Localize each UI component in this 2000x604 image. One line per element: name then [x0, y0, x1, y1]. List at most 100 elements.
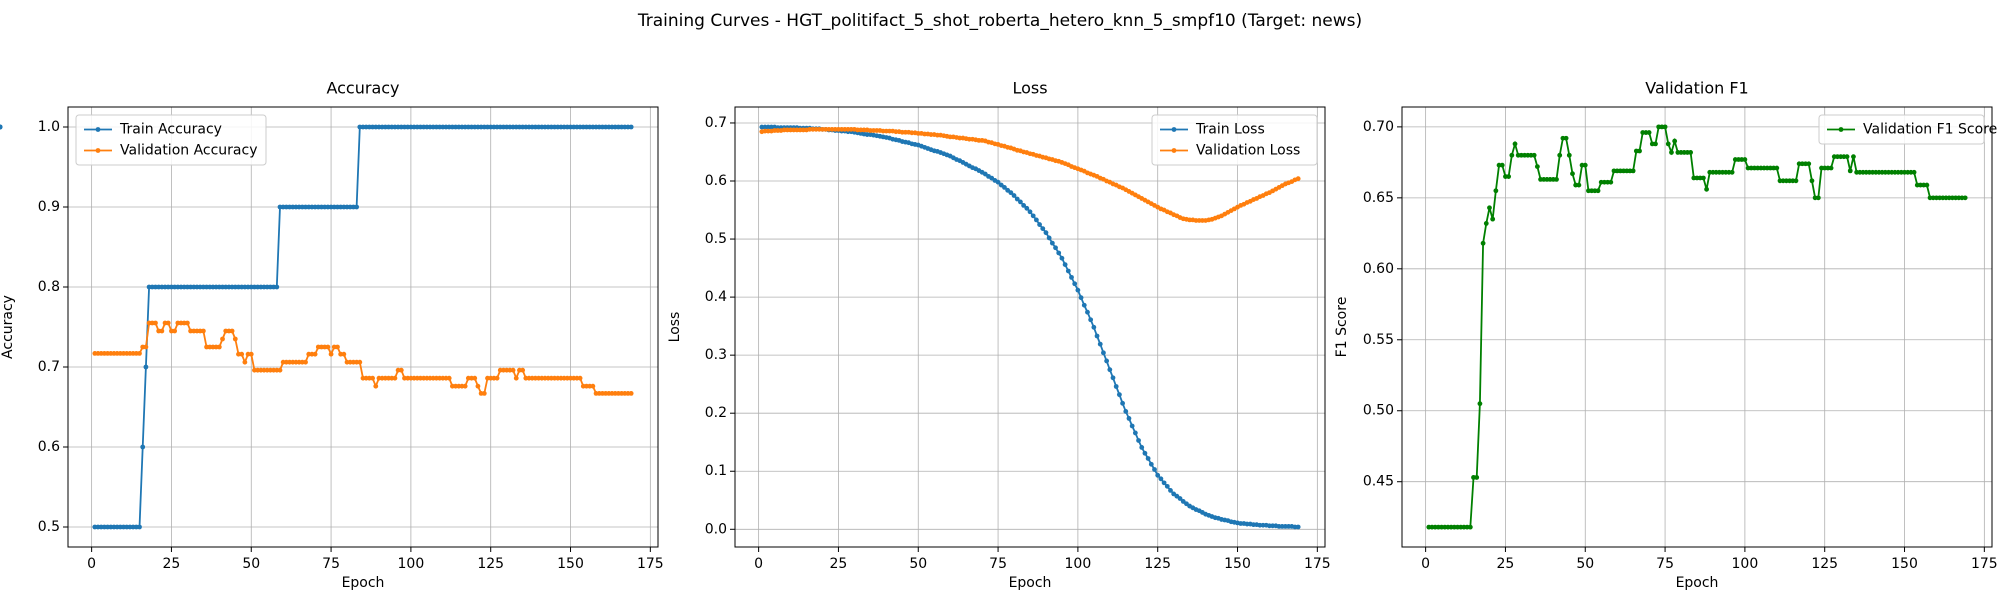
data-point: [165, 320, 171, 326]
legend-label: Train Loss: [1195, 122, 1265, 138]
data-point: [1630, 168, 1636, 174]
axes-title: Validation F1: [1645, 79, 1748, 98]
data-point: [1704, 186, 1709, 192]
x-tick-label: 125: [1811, 556, 1838, 572]
data-point: [475, 383, 481, 389]
x-tick-label: 100: [1065, 556, 1092, 572]
y-tick-label: 0.65: [1363, 190, 1394, 206]
x-tick-label: 175: [1971, 556, 1998, 572]
data-point: [1101, 350, 1106, 356]
data-point: [1672, 138, 1678, 144]
data-point: [1014, 196, 1020, 202]
data-point: [357, 359, 363, 365]
data-point: [1053, 245, 1058, 251]
data-point: [1110, 375, 1116, 381]
data-point: [1021, 202, 1027, 208]
legend-marker: [1838, 127, 1844, 132]
data-point: [1085, 309, 1090, 315]
data-point: [1139, 445, 1145, 450]
y-tick-label: 0.3: [705, 347, 727, 363]
y-tick-label: 0.7: [38, 359, 60, 375]
series-line: [94, 322, 632, 395]
data-point: [1155, 472, 1161, 478]
data-point: [1120, 400, 1125, 406]
data-point: [1145, 456, 1151, 461]
x-tick-label: 125: [477, 556, 504, 572]
data-point: [1911, 169, 1917, 175]
data-point: [1104, 358, 1110, 364]
data-point: [373, 383, 379, 389]
data-point: [1075, 287, 1081, 293]
data-point: [242, 359, 248, 365]
data-point: [1534, 164, 1540, 170]
x-axis-label: Epoch: [1009, 575, 1052, 591]
data-point: [220, 336, 225, 342]
data-point: [274, 284, 280, 290]
data-point: [1081, 302, 1087, 308]
y-tick-label: 0.8: [38, 279, 60, 295]
data-point: [1806, 161, 1812, 167]
data-point: [1008, 190, 1014, 196]
data-point: [1030, 213, 1036, 219]
data-point: [1040, 226, 1046, 232]
data-point: [520, 367, 526, 373]
x-tick-label: 150: [1224, 556, 1251, 572]
data-point: [1962, 195, 1968, 201]
data-point: [628, 124, 634, 130]
data-point: [153, 320, 158, 326]
data-point: [1043, 230, 1049, 236]
series-line: [761, 126, 1299, 528]
data-point: [1069, 274, 1074, 280]
legend-label: Validation Loss: [1196, 143, 1300, 159]
data-point: [1065, 268, 1071, 274]
data-point: [1490, 216, 1496, 222]
data-point: [1094, 333, 1100, 339]
data-point: [1851, 154, 1856, 160]
data-point: [1049, 240, 1055, 246]
data-point: [1493, 188, 1499, 194]
data-point: [341, 351, 347, 357]
y-axis-label: Loss: [667, 312, 683, 343]
x-tick-label: 75: [1656, 556, 1674, 572]
data-point: [1924, 182, 1930, 188]
y-tick-label: 0.7: [705, 115, 727, 131]
y-tick-label: 0.4: [705, 289, 727, 305]
x-tick-label: 100: [1732, 556, 1759, 572]
data-point: [1088, 317, 1094, 323]
axes-title: Loss: [1012, 79, 1047, 98]
legend-box: [1818, 114, 1985, 145]
data-point: [1774, 165, 1780, 171]
data-point: [303, 359, 308, 365]
x-tick-label: 100: [398, 556, 425, 572]
data-point: [1512, 141, 1518, 147]
data-point: [1557, 152, 1563, 158]
x-tick-label: 175: [1304, 556, 1331, 572]
data-point: [1078, 295, 1084, 301]
data-point: [1152, 467, 1157, 472]
figure-title: Training Curves - HGT_politifact_5_shot_…: [637, 11, 1362, 31]
data-point: [1295, 524, 1301, 530]
data-point: [1467, 524, 1473, 530]
y-tick-label: 0.6: [705, 173, 727, 189]
x-tick-label: 125: [1144, 556, 1171, 572]
data-point: [1158, 476, 1164, 482]
data-point: [1793, 178, 1799, 184]
y-tick-label: 0.5: [705, 231, 727, 247]
data-point: [510, 367, 516, 373]
x-axis-label: Epoch: [1676, 575, 1719, 591]
data-point: [1033, 217, 1039, 223]
axes-frame: [1401, 106, 1993, 548]
legend-label: Train Accuracy: [119, 122, 222, 138]
y-tick-label: 0.6: [38, 439, 60, 455]
data-point: [137, 351, 142, 356]
data-point: [1477, 401, 1483, 407]
data-point: [0, 124, 3, 130]
y-tick-label: 0.1: [705, 463, 727, 479]
data-point: [137, 524, 142, 530]
data-point: [172, 328, 178, 334]
x-tick-label: 50: [1576, 556, 1594, 572]
data-point: [1142, 450, 1148, 456]
y-tick-label: 0.50: [1363, 403, 1394, 419]
y-tick-label: 0.9: [38, 199, 60, 215]
data-point: [1037, 222, 1042, 227]
